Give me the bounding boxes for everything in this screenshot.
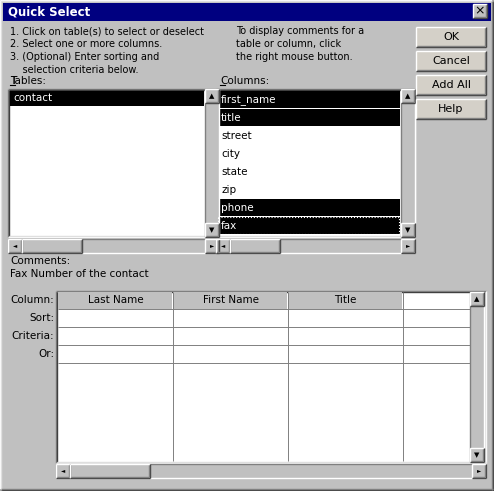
Text: street: street	[221, 131, 251, 141]
Bar	[401, 239, 415, 253]
Bar	[472, 464, 486, 478]
Bar	[416, 75, 486, 95]
Text: Sort:: Sort:	[29, 313, 54, 323]
Text: Comments:: Comments:	[10, 256, 70, 266]
Text: Cancel: Cancel	[432, 56, 470, 66]
Bar	[56, 291, 486, 463]
Text: ▼: ▼	[209, 227, 215, 233]
Text: Add All: Add All	[431, 80, 470, 90]
Text: Fax Number of the contact: Fax Number of the contact	[10, 269, 149, 279]
Bar	[22, 239, 82, 253]
Bar	[470, 292, 484, 306]
Text: 3. (Optional) Enter sorting and: 3. (Optional) Enter sorting and	[10, 52, 159, 62]
Text: ×: ×	[475, 4, 485, 18]
Bar	[70, 464, 150, 478]
Text: First Name: First Name	[203, 295, 258, 305]
Bar	[216, 239, 415, 253]
Bar	[401, 89, 415, 237]
Text: ▲: ▲	[209, 93, 215, 99]
Bar	[10, 91, 204, 106]
Bar	[8, 239, 219, 253]
Bar	[3, 3, 491, 21]
Text: ►: ►	[406, 244, 410, 248]
Bar	[218, 217, 400, 234]
Text: selection criteria below.: selection criteria below.	[10, 65, 138, 75]
Text: state: state	[221, 167, 247, 177]
Bar	[205, 239, 219, 253]
Bar	[205, 89, 219, 237]
Bar	[56, 464, 486, 478]
Text: ►: ►	[477, 468, 481, 473]
Text: ◄: ◄	[61, 468, 65, 473]
Text: city: city	[221, 149, 240, 159]
Text: Title: Title	[334, 295, 357, 305]
Bar	[173, 292, 287, 309]
Text: first_name: first_name	[221, 95, 277, 106]
Text: Help: Help	[438, 104, 464, 114]
Bar	[218, 109, 400, 126]
Bar	[58, 292, 172, 309]
Bar	[56, 464, 70, 478]
Text: ▼: ▼	[474, 452, 480, 458]
Text: Criteria:: Criteria:	[11, 331, 54, 341]
Bar	[216, 89, 415, 237]
Bar	[416, 27, 486, 47]
Text: ◄: ◄	[13, 244, 17, 248]
Text: Column:: Column:	[10, 295, 54, 305]
Text: contact: contact	[13, 93, 52, 103]
Text: ▼: ▼	[405, 227, 411, 233]
Text: ▲: ▲	[474, 296, 480, 302]
Bar	[216, 239, 230, 253]
Text: zip: zip	[221, 185, 236, 195]
Text: the right mouse button.: the right mouse button.	[236, 52, 353, 62]
Bar	[416, 51, 486, 71]
Text: T: T	[10, 76, 16, 86]
Text: OK: OK	[443, 32, 459, 42]
Text: To display comments for a: To display comments for a	[236, 26, 364, 36]
Bar	[230, 239, 280, 253]
Text: 2. Select one or more columns.: 2. Select one or more columns.	[10, 39, 162, 49]
Text: phone: phone	[221, 203, 253, 213]
Bar	[473, 4, 487, 18]
Bar	[416, 99, 486, 119]
Text: title: title	[221, 113, 242, 123]
Text: 1. Click on table(s) to select or deselect: 1. Click on table(s) to select or desele…	[10, 26, 204, 36]
Bar	[470, 464, 486, 478]
Bar	[218, 217, 399, 234]
Text: ◄: ◄	[221, 244, 225, 248]
Text: ▲: ▲	[405, 93, 411, 99]
Bar	[470, 292, 484, 462]
Bar	[401, 89, 415, 103]
Text: table or column, click: table or column, click	[236, 39, 341, 49]
Text: Columns:: Columns:	[220, 76, 269, 86]
Bar	[470, 448, 484, 462]
Bar	[218, 91, 400, 108]
Bar	[288, 292, 402, 309]
Text: Tables:: Tables:	[10, 76, 46, 86]
Bar	[8, 239, 22, 253]
Text: fax: fax	[221, 221, 237, 231]
Bar	[401, 223, 415, 237]
Text: Or:: Or:	[38, 349, 54, 359]
Bar	[218, 199, 400, 216]
Text: ►: ►	[210, 244, 214, 248]
Bar	[8, 89, 219, 237]
Bar	[205, 89, 219, 103]
Text: Quick Select: Quick Select	[8, 5, 90, 19]
Bar	[205, 223, 219, 237]
Text: Last Name: Last Name	[88, 295, 143, 305]
